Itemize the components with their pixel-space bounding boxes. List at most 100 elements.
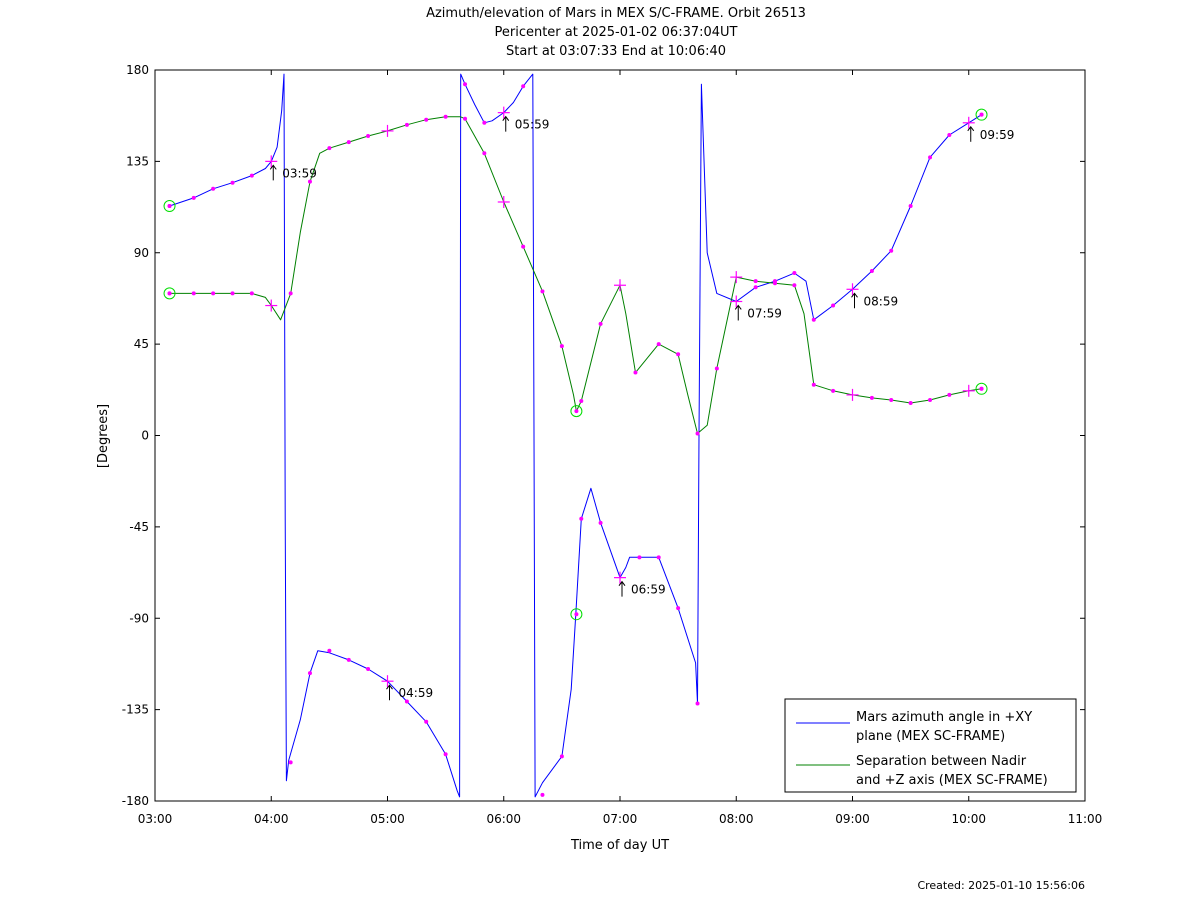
hour-cross-marker: [381, 675, 394, 688]
data-point-marker: [559, 754, 564, 759]
data-point-marker: [366, 667, 371, 672]
data-point-marker: [792, 271, 797, 276]
data-point-marker: [656, 342, 661, 347]
annotation-label: 07:59: [747, 306, 782, 320]
data-point-marker: [947, 132, 952, 137]
data-point-marker: [211, 291, 216, 296]
endpoint-circle-marker: [163, 200, 176, 213]
hour-cross-marker: [265, 155, 278, 168]
data-point-marker: [327, 648, 332, 653]
hour-annotation: 06:59: [618, 580, 666, 597]
endpoint-circle-marker: [570, 608, 583, 621]
x-tick-label: 09:00: [835, 812, 870, 826]
data-point-marker: [249, 173, 254, 178]
data-point-marker: [792, 283, 797, 288]
data-point-marker: [633, 370, 638, 375]
data-point-marker: [230, 180, 235, 185]
data-point-marker: [307, 179, 312, 184]
data-point-marker: [230, 291, 235, 296]
endpoint-center-marker: [979, 112, 984, 117]
hour-cross-marker: [497, 195, 510, 208]
y-tick-label: 45: [134, 337, 149, 351]
endpoint-circle-marker: [975, 108, 988, 121]
hour-cross-marker: [497, 106, 510, 119]
annotation-arrowhead: [269, 164, 277, 170]
data-point-marker: [482, 151, 487, 156]
x-tick-label: 11:00: [1068, 812, 1103, 826]
x-tick-label: 07:00: [603, 812, 638, 826]
data-point-marker: [889, 397, 894, 402]
x-axis-label: Time of day UT: [570, 838, 669, 853]
hour-annotation: 03:59: [269, 164, 317, 181]
endpoint-center-marker: [167, 291, 172, 296]
x-tick-label: 08:00: [719, 812, 754, 826]
data-point-marker: [637, 555, 642, 560]
y-tick-label: 0: [141, 429, 149, 443]
endpoint-center-marker: [167, 204, 172, 209]
series-lines: [169, 73, 982, 798]
series-separation-line: [169, 116, 982, 434]
data-point-marker: [404, 122, 409, 127]
data-point-marker: [443, 114, 448, 119]
data-point-marker: [598, 520, 603, 525]
data-point-marker: [443, 752, 448, 757]
data-point-marker: [424, 117, 429, 122]
y-tick-label: -180: [122, 794, 149, 808]
data-point-marker: [404, 699, 409, 704]
annotation-label: 04:59: [399, 686, 434, 700]
hour-cross-marker: [962, 384, 975, 397]
data-point-marker: [346, 657, 351, 662]
endpoint-center-marker: [979, 386, 984, 391]
annotation-arrowhead: [967, 125, 975, 132]
data-point-marker: [366, 133, 371, 138]
annotation-label: 03:59: [282, 166, 317, 180]
data-point-marker: [191, 195, 196, 200]
x-tick-label: 05:00: [370, 812, 405, 826]
y-tick-label: -90: [129, 611, 149, 625]
data-point-marker: [811, 382, 816, 387]
annotation-label: 06:59: [631, 583, 666, 597]
annotation-arrowhead: [502, 115, 510, 121]
data-point-marker: [559, 344, 564, 349]
hour-cross-marker: [730, 271, 743, 284]
annotation-arrowhead: [386, 684, 393, 690]
legend-label-azimuth: Mars azimuth angle in +XY plane (MEX SC-…: [856, 710, 1036, 744]
data-point-marker: [753, 285, 758, 290]
data-point-marker: [482, 120, 487, 125]
axis-ticks: 03:00 04:00 05:00 06:00 07:00 08:00 09:00 10:00…: [122, 63, 1103, 826]
y-tick-label: 90: [134, 246, 149, 260]
data-point-marker: [695, 701, 700, 706]
data-point-marker: [598, 321, 603, 326]
data-point-marker: [540, 792, 545, 797]
data-point-marker: [521, 84, 526, 89]
data-point-marker: [831, 388, 836, 393]
y-tick-label: 135: [126, 154, 149, 168]
data-point-marker: [307, 671, 312, 676]
chart-title-line-1: Azimuth/elevation of Mars in MEX S/C-FRA…: [426, 6, 806, 21]
data-point-marker: [327, 146, 332, 151]
x-tick-label: 06:00: [486, 812, 521, 826]
data-point-marker: [908, 401, 913, 406]
annotation-label: 09:59: [980, 128, 1015, 142]
point-markers: [163, 82, 988, 797]
data-point-marker: [928, 397, 933, 402]
data-point-marker: [211, 186, 216, 191]
hour-cross-marker: [730, 295, 743, 308]
x-tick-label: 04:00: [254, 812, 289, 826]
series-azimuth-line: [169, 73, 982, 798]
hour-cross-marker: [381, 124, 394, 137]
endpoint-circle-marker: [570, 405, 583, 418]
hour-annotation: 09:59: [967, 125, 1015, 142]
data-point-marker: [889, 248, 894, 253]
created-timestamp: Created: 2025-01-10 15:56:06: [917, 879, 1085, 892]
hour-cross-marker: [614, 571, 626, 584]
legend-box: [784, 698, 1077, 793]
endpoint-circle-marker: [163, 287, 176, 300]
data-point-marker: [695, 431, 700, 436]
x-tick-label: 03:00: [138, 812, 173, 826]
data-point-marker: [579, 516, 584, 521]
data-point-marker: [869, 395, 874, 400]
legend-label-separation: Separation between Nadir and +Z axis (ME…: [856, 754, 1048, 788]
y-tick-label: 180: [126, 63, 149, 77]
